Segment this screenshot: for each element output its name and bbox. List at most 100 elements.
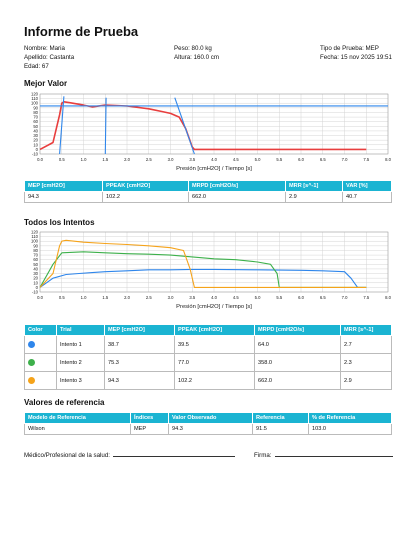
test-type: Tipo de Prueba: MEP xyxy=(320,45,379,52)
x-tick-label: 0.5 xyxy=(59,157,65,162)
x-tick-label: 2.0 xyxy=(124,295,130,300)
series-line-0 xyxy=(39,101,367,151)
all-attempts-heading: Todos los Intentos xyxy=(24,218,95,227)
y-tick-label: 90 xyxy=(33,105,38,110)
y-tick-label: 90 xyxy=(33,243,38,248)
table-cell: 358.0 xyxy=(254,353,341,372)
x-axis-label: Presión [cmH2O] / Tiempo [s] xyxy=(176,166,252,172)
table-header: MRPD [cmH2O/s] xyxy=(188,180,286,192)
table-header: Índices xyxy=(130,412,169,424)
test-date: Fecha: 15 nov 2025 19:51 xyxy=(320,54,392,61)
x-tick-label: 8.0 xyxy=(385,157,391,162)
y-tick-label: 120 xyxy=(31,230,39,235)
table-cell: 91.5 xyxy=(252,423,309,435)
table-cell: 662.0 xyxy=(254,371,341,390)
attempts-table: Color Trial MEP [cmH2O] PPEAK [cmH2O] MR… xyxy=(24,324,392,390)
table-cell: 77.0 xyxy=(174,353,255,372)
patient-weight: Peso: 80.0 kg xyxy=(174,45,212,52)
x-tick-label: 3.5 xyxy=(189,157,195,162)
x-tick-label: 5.0 xyxy=(255,295,261,300)
table-cell: 2.9 xyxy=(340,371,392,390)
x-tick-label: 6.0 xyxy=(298,295,304,300)
table-cell: 94.3 xyxy=(104,371,175,390)
y-tick-label: 110 xyxy=(31,234,38,239)
series-line-2 xyxy=(104,97,107,155)
y-tick-label: 70 xyxy=(33,253,38,258)
table-header: Valor Observado xyxy=(168,412,253,424)
x-tick-label: 4.5 xyxy=(233,157,239,162)
y-tick-label: 100 xyxy=(31,101,39,106)
professional-signature-line[interactable] xyxy=(113,451,235,457)
report-title: Informe de Prueba xyxy=(24,24,139,39)
table-header-row: Color Trial MEP [cmH2O] PPEAK [cmH2O] MR… xyxy=(24,324,392,336)
table-cell: 39.5 xyxy=(174,335,255,354)
y-tick-label: 30 xyxy=(33,271,38,276)
table-row: Intento 3 94.3 102.2 662.0 2.9 xyxy=(24,371,392,390)
y-tick-label: 60 xyxy=(33,257,38,262)
table-header: Trial xyxy=(56,324,105,336)
x-tick-label: 7.5 xyxy=(363,157,369,162)
table-header: MRR [s^-1] xyxy=(285,180,343,192)
y-tick-label: 60 xyxy=(33,119,38,124)
table-cell: 94.3 xyxy=(168,423,253,435)
series-line-3 xyxy=(174,97,195,155)
x-tick-label: 0.5 xyxy=(59,295,65,300)
y-tick-label: 70 xyxy=(33,115,38,120)
x-tick-label: 2.5 xyxy=(146,157,152,162)
y-tick-label: -10 xyxy=(32,152,39,157)
reference-heading: Valores de referencia xyxy=(24,398,105,407)
table-row: Intento 2 75.3 77.0 358.0 2.3 xyxy=(24,353,392,372)
x-tick-label: 3.0 xyxy=(168,157,174,162)
x-tick-label: 3.0 xyxy=(168,295,174,300)
y-tick-label: 40 xyxy=(33,128,38,133)
y-tick-label: 10 xyxy=(33,280,38,285)
table-header: MEP [cmH2O] xyxy=(104,324,175,336)
table-header: PPEAK [cmH2O] xyxy=(174,324,255,336)
signature-field[interactable]: Firma: xyxy=(254,451,393,459)
table-header: MRR [s^-1] xyxy=(340,324,392,336)
x-tick-label: 7.0 xyxy=(342,295,348,300)
professional-signature-field[interactable]: Médico/Profesional de la salud: xyxy=(24,451,235,459)
x-tick-label: 6.0 xyxy=(298,157,304,162)
table-cell: 64.0 xyxy=(254,335,341,354)
x-tick-label: 7.0 xyxy=(342,157,348,162)
patient-age: Edad: 67 xyxy=(24,63,49,70)
table-header: MRPD [cmH2O/s] xyxy=(254,324,341,336)
professional-label: Médico/Profesional de la salud: xyxy=(24,452,110,459)
table-header-row: MEP [cmH2O] PPEAK [cmH2O] MRPD [cmH2O/s]… xyxy=(24,180,392,192)
y-tick-label: -10 xyxy=(32,290,39,295)
y-tick-label: 20 xyxy=(33,138,38,143)
reference-table: Modelo de Referencia Índices Valor Obser… xyxy=(24,412,392,435)
y-tick-label: 50 xyxy=(33,262,38,267)
series-color-dot xyxy=(28,341,35,348)
table-cell: Intento 1 xyxy=(56,335,105,354)
y-tick-label: 80 xyxy=(33,248,38,253)
patient-height: Altura: 160.0 cm xyxy=(174,54,220,61)
x-tick-label: 7.5 xyxy=(363,295,369,300)
patient-info-left: Nombre: Maria Apellido: Castanta Edad: 6… xyxy=(24,44,74,71)
table-cell: Intento 3 xyxy=(56,371,105,390)
x-tick-label: 1.0 xyxy=(81,295,87,300)
x-tick-label: 8.0 xyxy=(385,295,391,300)
y-tick-label: 0 xyxy=(36,147,39,152)
series-line-0 xyxy=(39,268,367,288)
table-cell: 94.3 xyxy=(24,191,103,203)
y-tick-label: 110 xyxy=(31,96,38,101)
x-tick-label: 5.5 xyxy=(276,157,282,162)
y-tick-label: 20 xyxy=(33,276,38,281)
color-cell xyxy=(24,335,57,354)
best-value-table: MEP [cmH2O] PPEAK [cmH2O] MRPD [cmH2O/s]… xyxy=(24,180,392,203)
x-tick-label: 1.5 xyxy=(102,295,108,300)
table-cell: 102.2 xyxy=(174,371,255,390)
table-cell: 2.3 xyxy=(340,353,392,372)
table-cell: 38.7 xyxy=(104,335,175,354)
y-tick-label: 10 xyxy=(33,142,38,147)
table-header: Modelo de Referencia xyxy=(24,412,131,424)
all-attempts-chart: 0.0 0.5 1.0 1.5 2.0 2.5 3.0 3.5 4.0 4.5 5.0 5.5 6.0 6… xyxy=(31,230,392,311)
table-row: 94.3 102.2 662.0 2.9 40.7 xyxy=(24,191,392,203)
y-tick-label: 50 xyxy=(33,124,38,129)
signature-line[interactable] xyxy=(274,451,393,457)
x-tick-label: 4.0 xyxy=(211,295,217,300)
x-tick-label: 4.0 xyxy=(211,157,217,162)
x-tick-label: 0.0 xyxy=(37,157,43,162)
